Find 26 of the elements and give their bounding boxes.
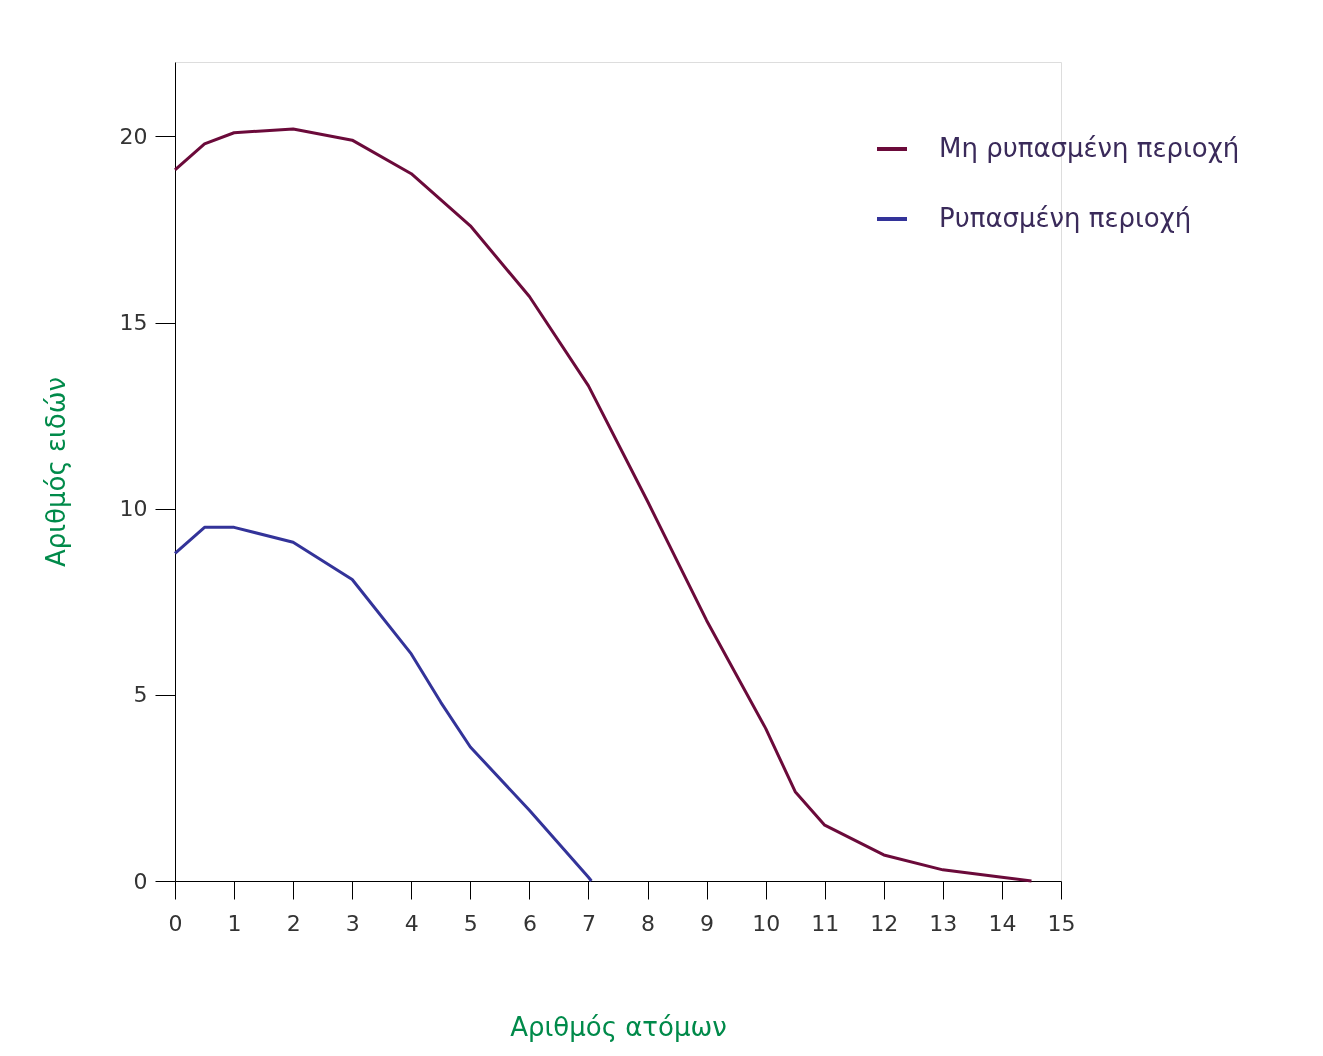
x-tick-label: 13 — [929, 910, 958, 936]
x-tick-label: 0 — [168, 910, 183, 936]
y-tick-label: 0 — [133, 868, 148, 894]
x-tick-label: 10 — [752, 910, 781, 936]
x-tick-label: 5 — [463, 910, 478, 936]
y-axis-title: Αριθμός ειδών — [40, 376, 71, 568]
x-tick-label: 1 — [227, 910, 242, 936]
x-tick-label: 4 — [404, 910, 419, 936]
x-tick-label: 11 — [811, 910, 840, 936]
x-axis-title: Αριθμός ατόμων — [510, 1011, 727, 1042]
legend-label: Ρυπασμένη περιοχή — [939, 203, 1192, 233]
x-tick-label: 9 — [700, 910, 715, 936]
y-tick-label: 20 — [119, 123, 148, 149]
x-tick-label: 3 — [345, 910, 360, 936]
x-tick-label: 8 — [641, 910, 656, 936]
line-series — [173, 525, 593, 883]
x-tick-label: 14 — [988, 910, 1017, 936]
y-tick-label: 15 — [119, 310, 148, 336]
y-tick-label: 10 — [119, 496, 148, 522]
y-tick-label: 5 — [133, 682, 148, 708]
x-tick-label: 2 — [286, 910, 301, 936]
x-tick-label: 7 — [581, 910, 596, 936]
x-tick-label: 6 — [522, 910, 537, 936]
legend-label: Μη ρυπασμένη περιοχή — [939, 133, 1240, 163]
x-tick-label: 12 — [870, 910, 899, 936]
x-tick-label: 15 — [1047, 910, 1076, 936]
